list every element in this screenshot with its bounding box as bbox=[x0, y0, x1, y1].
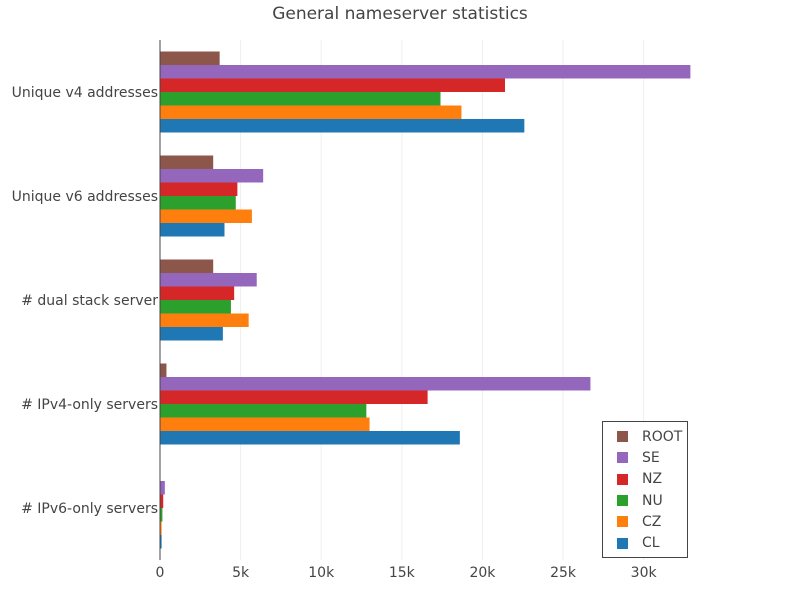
legend-swatch bbox=[617, 495, 628, 507]
bar-nz bbox=[160, 494, 164, 508]
x-tick-label: 25k bbox=[550, 565, 577, 581]
x-tick-label: 10k bbox=[308, 565, 335, 581]
y-tick-label: # dual stack server bbox=[21, 293, 158, 309]
axes: 0 5k 10k 15k 20k 25k 30k Unique v4 addresses Uni… bbox=[12, 40, 658, 581]
legend-label: NZ bbox=[642, 471, 663, 488]
legend-label: CL bbox=[642, 535, 660, 552]
legend-swatch bbox=[617, 431, 628, 443]
bar-cz bbox=[160, 521, 162, 535]
bars bbox=[160, 51, 691, 549]
bar-nz bbox=[160, 182, 238, 196]
bar-se bbox=[160, 481, 165, 495]
bar-cz bbox=[160, 313, 249, 327]
bar-cl bbox=[160, 327, 223, 341]
bar-se bbox=[160, 169, 264, 183]
bar-cl bbox=[160, 119, 525, 133]
legend-item-nz[interactable]: NZ bbox=[603, 469, 687, 490]
bar-cl bbox=[160, 535, 162, 549]
x-tick-label: 20k bbox=[469, 565, 496, 581]
bar-cz bbox=[160, 105, 462, 119]
bar-cz bbox=[160, 209, 252, 223]
legend-item-se[interactable]: SE bbox=[603, 447, 687, 468]
bar-nu bbox=[160, 196, 236, 210]
legend-item-root[interactable]: ROOT bbox=[603, 426, 687, 447]
y-tick-label: # IPv4-only servers bbox=[21, 397, 158, 413]
legend-label: SE bbox=[642, 449, 660, 466]
bar-root bbox=[160, 155, 214, 169]
bar-cz bbox=[160, 417, 370, 431]
legend-label: ROOT bbox=[642, 428, 683, 445]
bar-se bbox=[160, 273, 257, 287]
legend-item-nu[interactable]: NU bbox=[603, 490, 687, 511]
legend-swatch bbox=[617, 516, 628, 528]
legend-item-cl[interactable]: CL bbox=[603, 532, 687, 553]
legend-item-cz[interactable]: CZ bbox=[603, 511, 687, 532]
bar-cl bbox=[160, 223, 225, 237]
bar-cl bbox=[160, 431, 460, 445]
bar-root bbox=[160, 51, 220, 65]
legend-label: NU bbox=[642, 492, 663, 509]
bar-root bbox=[160, 363, 167, 377]
bar-nu bbox=[160, 300, 231, 314]
bar-nz bbox=[160, 78, 505, 92]
y-tick-label: Unique v4 addresses bbox=[12, 85, 158, 101]
bar-nz bbox=[160, 286, 235, 300]
legend[interactable]: ROOT SE NZ NU CZ CL bbox=[602, 421, 688, 558]
chart-title: General nameserver statistics bbox=[272, 4, 528, 24]
bar-se bbox=[160, 65, 691, 79]
y-tick-label: Unique v6 addresses bbox=[12, 189, 158, 205]
bar-nz bbox=[160, 390, 428, 404]
legend-label: CZ bbox=[642, 513, 662, 530]
x-tick-label: 0 bbox=[156, 565, 165, 581]
bar-nu bbox=[160, 92, 441, 106]
bar-se bbox=[160, 377, 591, 391]
x-tick-label: 30k bbox=[631, 565, 658, 581]
bar-root bbox=[160, 259, 214, 273]
y-tick-label: # IPv6-only servers bbox=[21, 501, 158, 517]
bar-nu bbox=[160, 404, 367, 418]
bar-nu bbox=[160, 508, 163, 522]
legend-swatch bbox=[617, 473, 628, 485]
legend-swatch bbox=[617, 452, 628, 464]
legend-swatch bbox=[617, 537, 628, 549]
x-tick-label: 5k bbox=[232, 565, 250, 581]
x-tick-label: 15k bbox=[389, 565, 416, 581]
